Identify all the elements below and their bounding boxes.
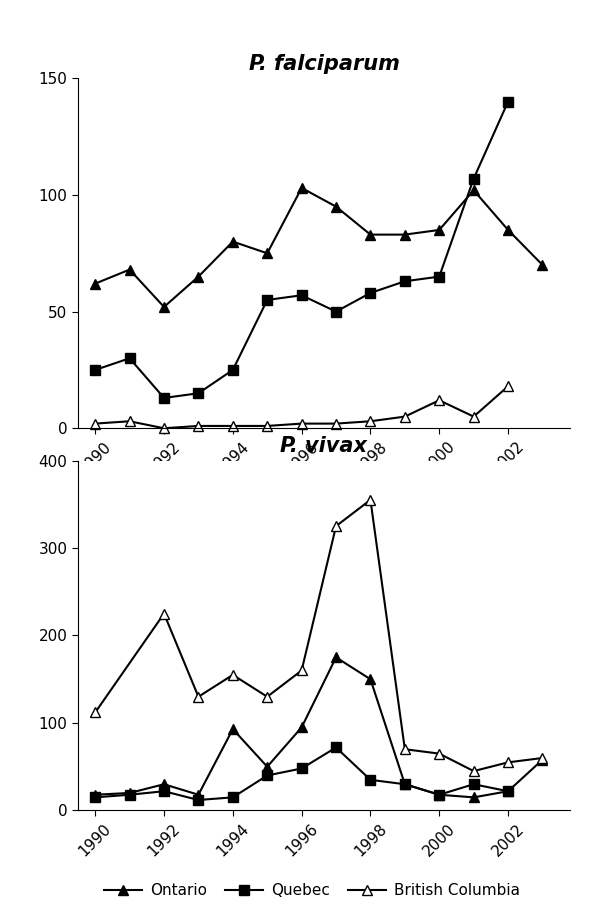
Title: P. falciparum: P. falciparum	[248, 54, 400, 74]
Title: P. vivax: P. vivax	[281, 437, 367, 456]
Legend: Ontario, Quebec, British Columbia: Ontario, Quebec, British Columbia	[98, 877, 526, 904]
